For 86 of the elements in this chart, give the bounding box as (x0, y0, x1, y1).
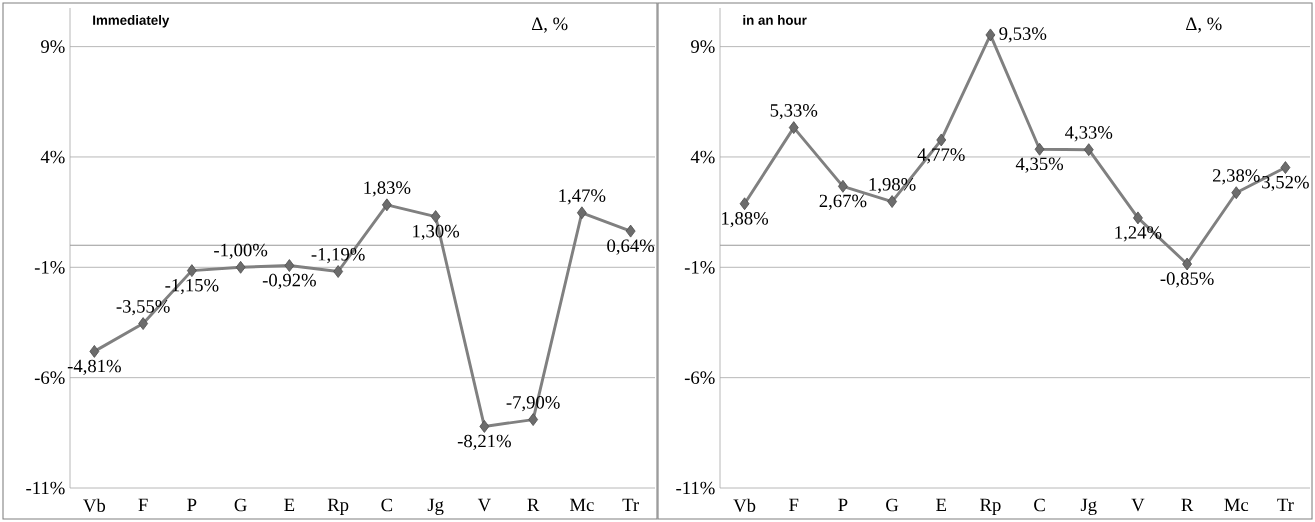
x-tick-label: E (284, 498, 295, 511)
x-tick-label: G (886, 498, 899, 512)
x-tick-label: R (1181, 498, 1194, 511)
data-label: 5,33% (770, 104, 818, 120)
data-label: -7,90% (506, 396, 560, 412)
data-label: 1,30% (413, 224, 460, 241)
x-tick-label: F (138, 498, 148, 511)
point (1280, 161, 1291, 174)
point (89, 344, 100, 358)
data-label: -1,19% (311, 247, 365, 264)
point (887, 195, 897, 208)
point (1182, 257, 1192, 271)
x-tick-label: Jg (427, 498, 444, 515)
point (235, 260, 246, 274)
point (838, 179, 848, 193)
data-label: 1,24% (1115, 226, 1162, 242)
point (1231, 186, 1242, 200)
point (625, 224, 636, 238)
data-label: 1,47% (559, 189, 606, 205)
data-label: -1,15% (165, 278, 219, 295)
data-label: 0,64% (607, 239, 655, 255)
data-label: 4,77% (917, 148, 965, 164)
y-tick-label: -6% (684, 371, 715, 384)
chart-title: in an hour (743, 15, 807, 25)
x-tick-label: P (838, 498, 848, 511)
x-tick-label: C (1034, 498, 1045, 512)
point (1034, 142, 1045, 156)
point (528, 413, 539, 426)
y-tick-label: 4% (40, 150, 65, 164)
point (576, 206, 587, 220)
y-tick-label: -1% (684, 260, 715, 274)
data-label: -3,55% (116, 300, 170, 316)
point (186, 264, 197, 278)
point (479, 420, 490, 433)
x-tick-label: Mc (1224, 498, 1249, 512)
x-tick-label: Jg (1080, 498, 1097, 515)
data-label: 3,52% (1262, 175, 1309, 192)
data-label: 1,88% (722, 212, 769, 228)
y-tick-label: 4% (690, 150, 715, 164)
x-tick-label: F (789, 498, 799, 511)
point (936, 133, 947, 147)
data-label: 1,83% (364, 181, 411, 197)
x-tick-label: C (381, 498, 393, 512)
data-label: 2,38% (1212, 169, 1260, 185)
chart-title: Immediately (93, 15, 170, 28)
x-tick-label: Rp (980, 498, 1001, 515)
y-tick-label: 9% (691, 40, 715, 53)
x-tick-label: V (477, 498, 491, 512)
x-tick-label: Rp (327, 498, 349, 515)
x-tick-label: R (527, 498, 540, 511)
data-label: -0,85% (1160, 272, 1214, 288)
data-label: 2,67% (819, 194, 867, 210)
y-axis-title: Δ, % (531, 17, 568, 33)
y-tick-label: -1% (34, 260, 65, 274)
y-tick-label: -6% (34, 371, 65, 384)
data-label: -8,21% (457, 434, 511, 450)
x-tick-label: Vb (83, 498, 106, 512)
data-label: -0,92% (262, 273, 316, 290)
data-label: -1,00% (214, 243, 268, 260)
y-tick-label: -11% (676, 481, 715, 495)
point (1083, 143, 1094, 157)
x-tick-label: Vb (733, 498, 756, 512)
x-tick-label: G (234, 498, 247, 512)
x-tick-label: Mc (569, 498, 594, 512)
y-tick-label: -11% (26, 481, 65, 495)
point (985, 28, 996, 42)
data-label: -4,81% (67, 359, 121, 375)
point (739, 197, 750, 211)
x-tick-label: V (1131, 498, 1145, 512)
data-label: 4,35% (1015, 157, 1064, 173)
point (1133, 211, 1143, 225)
point (284, 259, 295, 272)
point (333, 265, 344, 278)
point (430, 210, 441, 223)
x-tick-label: Tr (1277, 498, 1294, 511)
point (138, 317, 149, 330)
x-tick-label: E (936, 498, 947, 511)
data-label: 9,53% (999, 27, 1047, 43)
y-axis-title: Δ, % (1186, 17, 1222, 33)
x-tick-label: Tr (622, 498, 639, 511)
data-label: 1,98% (869, 177, 916, 194)
x-tick-label: P (187, 498, 197, 511)
point (788, 121, 799, 135)
data-label: 4,33% (1065, 126, 1113, 142)
y-tick-label: 9% (41, 40, 65, 53)
point (381, 198, 392, 212)
